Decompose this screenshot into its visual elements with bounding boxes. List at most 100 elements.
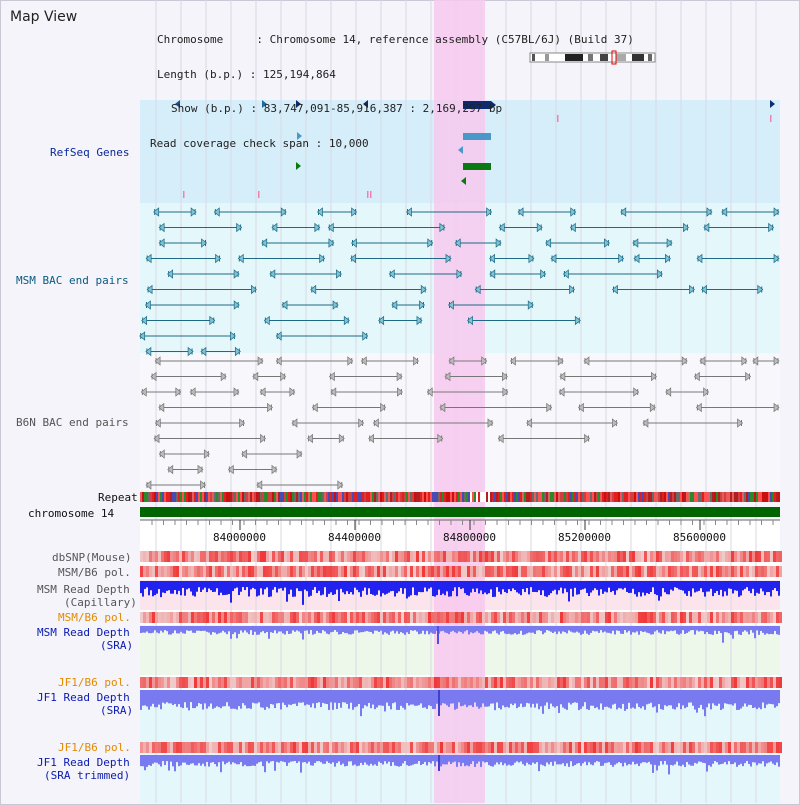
- msm-sra-depth-bar: [680, 626, 682, 634]
- jf1-trimmed-depth-bar: [732, 755, 734, 765]
- jf1-sra-depth-bar: [460, 690, 462, 707]
- jf1-sra-depth-bar: [240, 690, 242, 709]
- msm-b6-pol-2-heat-cell: [212, 612, 215, 623]
- jf1-sra-depth-bar: [618, 690, 620, 708]
- jf1-trimmed-depth-bar: [668, 755, 670, 775]
- jf1-sra-depth-bar: [336, 690, 338, 709]
- jf1-trimmed-depth-bar: [540, 755, 542, 765]
- jf1-trimmed-depth-bar: [618, 755, 620, 763]
- msm-capillary-depth-bar: [318, 581, 320, 591]
- msm-capillary-depth-bar: [760, 581, 762, 589]
- jf1-sra-depth-bar: [434, 690, 436, 709]
- msm-capillary-depth-bar: [768, 581, 770, 592]
- jf1-trimmed-depth-bar: [176, 755, 178, 763]
- jf1-trimmed-depth-bar: [338, 755, 340, 762]
- msm-b6-pol-heat-cell: [479, 566, 482, 577]
- jf1-b6-pol-heat-cell: [635, 677, 638, 688]
- repeat-segment: [374, 492, 376, 502]
- repeat-segment: [560, 492, 562, 502]
- jf1-sra-depth-bar: [570, 690, 572, 705]
- jf1-sra-depth-bar: [360, 690, 362, 717]
- msm-sra-depth-bar: [256, 626, 258, 635]
- msm-b6-pol-heat-cell: [560, 566, 563, 577]
- jf1-b6-pol-heat-cell: [188, 677, 191, 688]
- msm-sra-depth-bar: [514, 626, 516, 634]
- msm-sra-depth-bar: [226, 626, 228, 635]
- jf1-trimmed-depth-bar: [298, 755, 300, 762]
- msm-bac-end-marker: [604, 238, 610, 248]
- msm-sra-depth-bar: [186, 626, 188, 631]
- repeat-segment: [258, 492, 260, 502]
- msm-sra-depth-bar: [656, 626, 658, 631]
- repeat-segment: [646, 492, 648, 502]
- msm-b6-pol-heat-cell: [761, 566, 764, 577]
- msm-b6-pol-heat-cell: [200, 566, 203, 577]
- jf1-b6-pol-heat-cell: [386, 677, 389, 688]
- repeat-segment: [398, 492, 400, 502]
- msm-sra-depth-bar: [422, 626, 424, 631]
- jf1-trimmed-depth-bar: [154, 755, 156, 763]
- jf1-sra-depth-bar: [488, 690, 490, 707]
- dbsnp-heat-cell: [269, 551, 272, 562]
- jf1-b6-pol-heat-cell: [509, 677, 512, 688]
- dbsnp-heat-cell: [482, 551, 485, 562]
- msm-sra-depth-bar: [652, 626, 654, 635]
- jf1-b6-pol-heat-cell: [632, 677, 635, 688]
- jf1-sra-depth-bar: [412, 690, 414, 705]
- jf1-b6-pol-2-heat-cell: [332, 742, 335, 753]
- msm-b6-pol-2-heat-cell: [731, 612, 734, 623]
- jf1-trimmed-depth-bar: [152, 755, 154, 764]
- msm-b6-pol-2-heat-cell: [689, 612, 692, 623]
- msm-b6-pol-heat-cell: [653, 566, 656, 577]
- repeat-segment: [534, 492, 536, 502]
- jf1-b6-pol-heat-cell: [467, 677, 470, 688]
- dbsnp-heat-cell: [233, 551, 236, 562]
- msm-sra-depth-bar: [748, 626, 750, 635]
- jf1-trimmed-depth-bar: [202, 755, 204, 764]
- msm-b6-pol-heat-cell: [152, 566, 155, 577]
- jf1-b6-pol-heat-cell: [302, 677, 305, 688]
- dbsnp-heat-cell: [725, 551, 728, 562]
- msm-sra-depth-bar: [276, 626, 278, 634]
- dbsnp-heat-cell: [455, 551, 458, 562]
- msm-sra-depth-bar: [710, 626, 712, 635]
- msm-capillary-depth-bar: [406, 581, 408, 599]
- msm-capillary-depth-bar: [686, 581, 688, 596]
- msm-b6-pol-2-heat-cell: [437, 612, 440, 623]
- jf1-sra-depth-bar: [338, 690, 340, 704]
- msm-b6-pol-heat-cell: [641, 566, 644, 577]
- jf1-b6-pol-2-heat-cell: [164, 742, 167, 753]
- jf1-b6-pol-heat-cell: [326, 677, 329, 688]
- jf1-b6-pol-2-heat-cell: [572, 742, 575, 753]
- dbsnp-heat-cell: [497, 551, 500, 562]
- msm-b6-pol-heat-cell: [143, 566, 146, 577]
- msm-b6-pol-2-heat-cell: [290, 612, 293, 623]
- jf1-sra-depth-bar: [656, 690, 658, 713]
- msm-sra-depth-bar: [590, 626, 592, 633]
- jf1-trimmed-depth-bar: [778, 755, 780, 767]
- jf1-sra-depth-bar: [726, 690, 728, 704]
- msm-b6-pol-2-heat-cell: [296, 612, 299, 623]
- jf1-trimmed-depth-bar: [324, 755, 326, 764]
- dbsnp-heat-cell: [164, 551, 167, 562]
- msm-b6-pol-heat-cell: [566, 566, 569, 577]
- jf1-sra-depth-bar: [324, 690, 326, 704]
- msm-bac-end-marker: [251, 284, 257, 295]
- jf1-trimmed-depth-bar: [582, 755, 584, 764]
- msm-b6-pol-2-heat-cell: [350, 612, 353, 623]
- repeat-segment: [772, 492, 774, 502]
- repeat-segment: [660, 492, 662, 502]
- msm-capillary-depth-bar: [610, 581, 612, 593]
- msm-b6-pol-heat-cell: [311, 566, 314, 577]
- jf1-trimmed-depth-bar: [318, 755, 320, 762]
- jf1-b6-pol-heat-cell: [158, 677, 161, 688]
- jf1-trimmed-depth-bar: [332, 755, 334, 763]
- msm-bac-end-marker: [489, 269, 496, 279]
- jf1-sra-depth-bar: [772, 690, 774, 705]
- dbsnp-heat-cell: [545, 551, 548, 562]
- msm-b6-pol-heat-cell: [386, 566, 389, 577]
- jf1-sra-depth-bar: [150, 690, 152, 707]
- jf1-b6-pol-heat-cell: [200, 677, 203, 688]
- jf1-trimmed-depth-bar: [356, 755, 358, 767]
